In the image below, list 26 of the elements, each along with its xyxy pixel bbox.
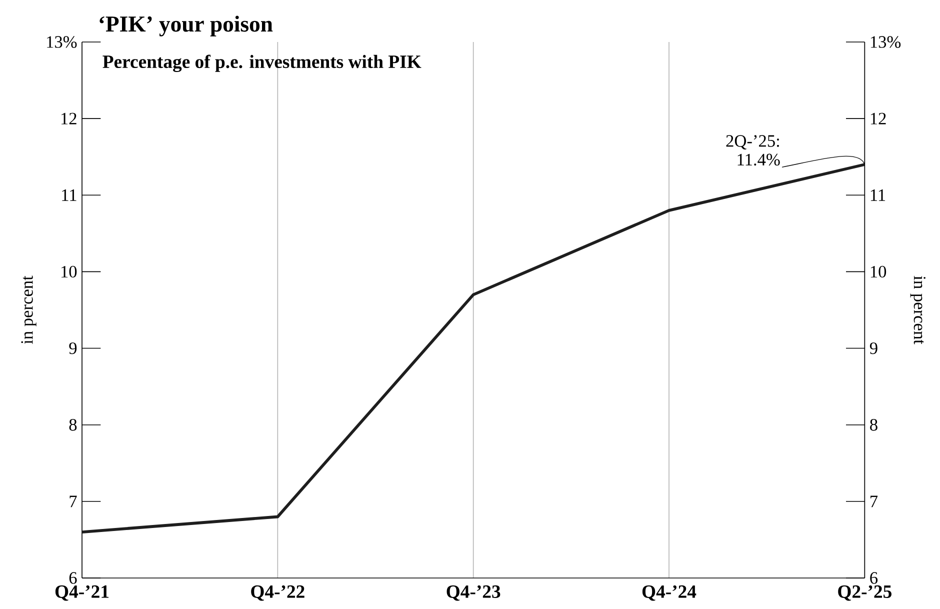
y2-tick-label: 8: [870, 419, 878, 431]
y2-tick-label: 6: [870, 572, 878, 584]
x-tick-label: Q2-’25: [838, 585, 892, 601]
y-axis-title: in percent: [21, 276, 36, 344]
y-tick-label: 6: [69, 572, 77, 584]
y-tick-label: 9: [69, 342, 77, 354]
x-tick-label: Q4-’22: [251, 585, 304, 601]
y-tick-label: 13%: [47, 36, 77, 48]
y2-tick-label: 13%: [870, 36, 901, 48]
y2-tick-label: 11: [870, 189, 886, 201]
annotation: 2Q-’25: 11.4%: [726, 135, 780, 166]
x-tick-label: Q4-’21: [55, 585, 109, 601]
text: Percentage of p.e. investments with PIK: [102, 54, 422, 72]
chart-title: ‘PIK’ your poison: [100, 16, 273, 36]
y2-axis-title: in percent: [910, 276, 926, 344]
y-tick-label: 12: [61, 112, 76, 124]
x-tick-label: Q4-’24: [642, 585, 696, 601]
y2-tick-label: 9: [870, 342, 878, 354]
y-tick-label: 8: [69, 419, 77, 431]
x-tick-label: Q4-’23: [446, 585, 500, 601]
y2-tick-label: 10: [870, 266, 886, 278]
y2-tick-label: 12: [870, 112, 886, 124]
y-tick-label: 7: [70, 496, 77, 508]
y-tick-label: 11: [62, 189, 76, 201]
y-tick-label: 10: [61, 266, 77, 278]
y2-tick-label: 7: [870, 496, 878, 508]
